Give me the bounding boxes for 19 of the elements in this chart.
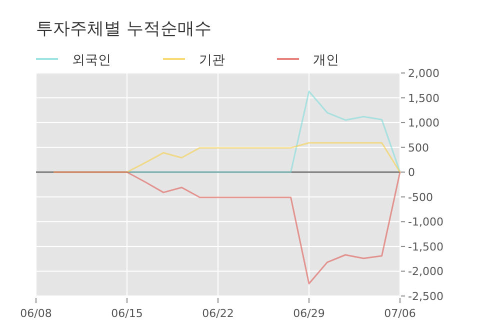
legend-label: 기관 bbox=[199, 53, 225, 68]
x-tick-label: 06/22 bbox=[202, 307, 234, 320]
x-tick-label: 07/06 bbox=[384, 307, 416, 320]
y-tick-label: -1,000 bbox=[408, 216, 444, 229]
legend-label: 외국인 bbox=[72, 53, 111, 68]
y-tick-label: 0 bbox=[408, 166, 415, 180]
y-tick-label: -1,500 bbox=[408, 240, 444, 254]
x-tick-label: 06/29 bbox=[293, 307, 325, 320]
x-tick-label: 06/08 bbox=[20, 307, 52, 320]
y-tick-label: 1,000 bbox=[408, 116, 440, 130]
y-tick-label: -2,000 bbox=[408, 265, 444, 278]
chart-title: 투자주체별 누적순매수 bbox=[36, 19, 212, 39]
y-tick-label: -2,500 bbox=[408, 290, 444, 303]
y-tick-label: -500 bbox=[408, 190, 433, 204]
y-tick-label: 2,000 bbox=[408, 67, 440, 80]
legend-label: 개인 bbox=[313, 53, 339, 68]
x-tick-label: 06/15 bbox=[111, 307, 143, 320]
y-tick-label: 500 bbox=[408, 141, 429, 154]
y-tick-label: 1,500 bbox=[408, 92, 440, 105]
